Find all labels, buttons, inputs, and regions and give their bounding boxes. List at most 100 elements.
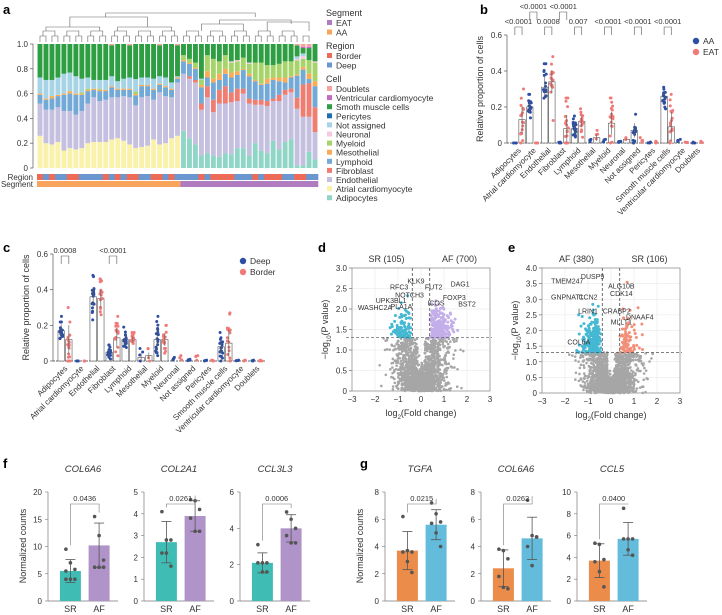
significance-bracket	[529, 11, 538, 20]
point-ns	[399, 348, 403, 351]
dendrogram-branch	[254, 35, 262, 42]
y-axis-label: −log10(P value)	[320, 300, 333, 360]
bar-segment-adipocytes	[192, 144, 198, 168]
point-ns	[445, 340, 448, 344]
data-point	[549, 62, 553, 66]
point-ns	[447, 351, 451, 354]
data-point	[563, 141, 567, 145]
data-point	[521, 139, 525, 143]
point-significant	[593, 318, 597, 322]
data-point	[203, 359, 207, 363]
bar-segment-lymphoid	[97, 91, 103, 102]
bar-segment-lymphoid	[228, 77, 234, 93]
point-ns	[632, 377, 636, 381]
point-ns	[616, 351, 620, 355]
data-point	[99, 307, 103, 311]
point-ns	[395, 353, 399, 356]
point-ns	[626, 354, 630, 357]
bar-segment-endothelial	[127, 97, 133, 145]
point-significant	[591, 302, 595, 306]
bar-segment-endothelial	[222, 103, 228, 154]
bar-segment-lymphoid	[139, 86, 145, 98]
point-ns	[577, 360, 580, 363]
point-ns	[600, 388, 603, 391]
point-ns	[622, 360, 626, 363]
point-ns	[574, 359, 577, 362]
bar-segment-endothelial	[169, 97, 174, 139]
data-point	[234, 359, 238, 363]
point-ns	[442, 345, 445, 349]
point-ns	[601, 375, 605, 378]
data-point	[98, 310, 102, 314]
data-point	[528, 116, 532, 120]
point-ns	[447, 362, 451, 365]
bar-segment-doublets	[306, 44, 312, 47]
p-value-label: <0.0001	[654, 17, 681, 26]
bar-segment-endothelial	[73, 114, 79, 150]
region-track-cell	[126, 174, 133, 180]
point-ns	[406, 351, 410, 355]
bar-segment-smoth-muscle-cells	[121, 44, 127, 79]
dendrogram-branch	[105, 12, 256, 17]
point-ns	[598, 379, 602, 383]
legend-item: AA	[336, 28, 348, 38]
point-ns	[435, 351, 439, 355]
dendrogram-branch	[171, 35, 178, 42]
point-ns	[412, 369, 415, 373]
data-point	[106, 353, 110, 357]
point-ns	[425, 345, 428, 349]
point-ns	[409, 381, 412, 384]
legend-heading-region: Region	[326, 41, 355, 51]
y-label-rest: (P value)	[320, 300, 330, 336]
bar-segment-adipocytes	[300, 165, 306, 168]
point-ns	[616, 364, 620, 368]
point-ns	[415, 337, 419, 341]
region-track-cell	[216, 174, 223, 180]
stacked-bar	[103, 44, 109, 168]
segment-track-cell	[48, 181, 56, 187]
bar-segment-lymphoid	[115, 89, 121, 98]
bar-segment-mesothelial	[222, 68, 228, 74]
point-ns	[612, 374, 615, 377]
point-ns	[592, 360, 596, 364]
stacked-bar	[210, 44, 216, 168]
bar-segment-lymphoid	[85, 91, 91, 104]
point-ns	[603, 360, 607, 363]
data-point	[100, 297, 104, 301]
point-ns	[414, 362, 418, 365]
dendrogram-branch	[257, 30, 271, 36]
data-point	[107, 343, 111, 347]
significance-bracket	[60, 255, 70, 264]
point-ns	[436, 369, 439, 373]
bar-segment-not-assigned	[109, 76, 115, 87]
point-ns	[432, 377, 436, 380]
bar-segment-lymphoid	[49, 98, 55, 110]
data-point	[563, 115, 567, 119]
point-ns	[639, 356, 642, 360]
point-ns	[586, 376, 590, 380]
left-group-title: SR (105)	[368, 254, 404, 264]
point-ns	[642, 372, 646, 375]
point-ns	[408, 343, 412, 346]
y-tick-label: 1.5	[336, 326, 348, 335]
segment-track-cell	[294, 181, 301, 187]
point-ns	[588, 358, 591, 361]
point-significant	[442, 332, 446, 336]
x-tick-label: 3	[678, 397, 683, 406]
y-tick-label: 1.0	[17, 40, 29, 49]
point-ns	[430, 342, 434, 346]
point-ns	[644, 390, 647, 394]
point-ns	[391, 357, 395, 361]
point-ns	[414, 366, 418, 370]
dendrogram-branch	[183, 35, 190, 42]
data-point	[528, 92, 532, 96]
gene-label: RFC3	[390, 284, 408, 291]
region-track-cell	[54, 174, 62, 180]
x-tick-label: 3	[488, 395, 493, 404]
bar-segment-atrial-cardiomyocyte	[49, 144, 55, 168]
data-point	[82, 359, 86, 363]
point-ns	[630, 372, 634, 376]
point-ns	[589, 361, 593, 365]
data-point	[116, 354, 120, 358]
bar-segment-doublets	[157, 44, 163, 46]
